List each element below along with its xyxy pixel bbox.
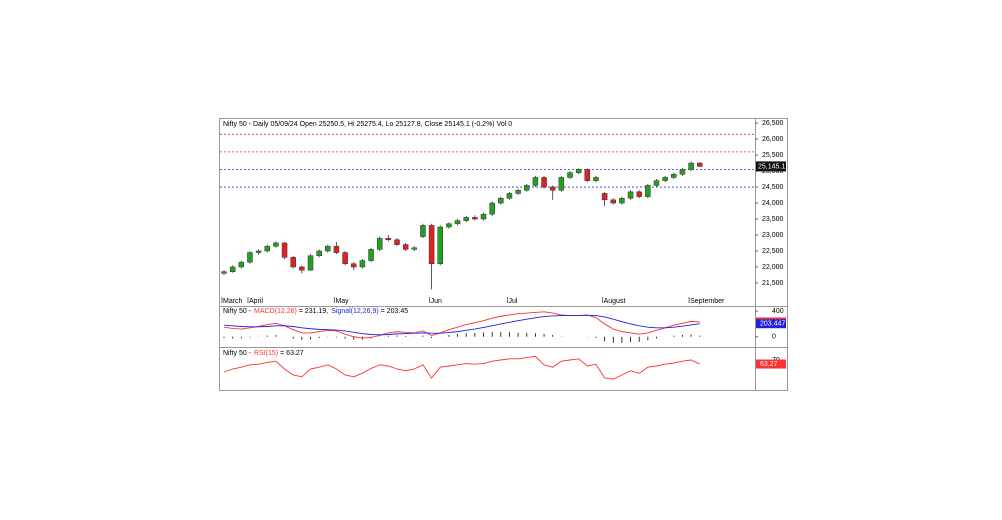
candle-body xyxy=(463,217,469,221)
panel-title: Nifty 50 - RSI(15) = 63.27 xyxy=(223,350,304,357)
candle-body xyxy=(697,162,703,167)
candle-body xyxy=(299,266,305,271)
candle-body xyxy=(420,225,426,237)
candle-body xyxy=(446,223,452,228)
candle-body xyxy=(342,252,348,265)
candle-body xyxy=(610,199,616,204)
candle-body xyxy=(567,172,573,178)
candle-body xyxy=(532,177,539,186)
y-tick-label: 22,500 xyxy=(762,248,784,255)
candle-body xyxy=(394,239,400,245)
candle-body xyxy=(385,237,392,241)
chart-title: Nifty 50 - Daily 05/09/24 Open 25250.5, … xyxy=(223,121,512,128)
candle-body xyxy=(238,261,245,268)
candle-body xyxy=(619,197,625,204)
panel-title-prefix: Nifty 50 - xyxy=(223,350,252,357)
candle-body xyxy=(307,255,314,271)
panel-title: Nifty 50 - MACD(12,26) = 231.19, Signal(12,… xyxy=(223,308,408,315)
x-tick-label: April xyxy=(249,298,263,305)
series-line xyxy=(223,314,700,336)
chart-frame xyxy=(219,118,788,391)
legend-value: = 231.19, xyxy=(299,308,328,315)
candle-body xyxy=(325,245,331,252)
candle-body xyxy=(229,266,236,272)
y-tick-label: 400 xyxy=(772,308,784,315)
y-tick-label: 21,500 xyxy=(762,280,784,287)
candle-body xyxy=(627,191,634,199)
last-price-box xyxy=(756,161,786,172)
candle-body xyxy=(221,271,227,274)
candle-body xyxy=(290,257,296,268)
end-label: 203.447 xyxy=(760,321,785,328)
y-tick-label: 26,500 xyxy=(762,120,784,127)
candle-body xyxy=(679,169,686,175)
candle-body xyxy=(515,189,521,194)
x-tick-label: March xyxy=(223,298,243,305)
candle-body xyxy=(281,242,288,258)
candle-body xyxy=(575,169,582,173)
x-tick-label: May xyxy=(335,298,349,305)
legend-value: = 63.27 xyxy=(280,350,304,357)
end-label: 63.27 xyxy=(760,361,778,368)
legend-entry: MACD(12,26) xyxy=(254,308,297,315)
series-line xyxy=(223,355,700,380)
candle-body xyxy=(688,162,694,170)
candle-body xyxy=(255,250,262,253)
candle-body xyxy=(480,213,487,220)
candle-body xyxy=(593,177,599,181)
candle-body xyxy=(524,185,530,191)
x-tick-label: Jun xyxy=(431,298,442,305)
candle-body xyxy=(498,197,504,204)
y-tick-label: 24,500 xyxy=(762,184,784,191)
candle-body xyxy=(506,193,513,199)
legend-entry: RSI(15) xyxy=(254,350,278,357)
last-price-label: 25,145.1 xyxy=(758,163,785,170)
candle-body xyxy=(541,177,547,188)
candle-body xyxy=(549,186,556,191)
candle-body xyxy=(359,260,366,268)
candle-body xyxy=(645,185,651,197)
y-tick-label: 23,500 xyxy=(762,216,784,223)
candle-body xyxy=(584,169,591,181)
end-label-box xyxy=(756,359,786,369)
y-tick-label: 24,000 xyxy=(762,200,784,207)
x-tick-label: Jul xyxy=(508,298,517,305)
candle-body xyxy=(472,217,478,220)
candle-body xyxy=(653,180,660,186)
candle-body xyxy=(558,177,565,191)
candle-body xyxy=(368,249,374,261)
panel-title-prefix: Nifty 50 - xyxy=(223,308,252,315)
y-tick-label: 25,500 xyxy=(762,152,784,159)
end-label-box xyxy=(756,319,786,329)
legend-value: = 203.45 xyxy=(381,308,409,315)
candle-body xyxy=(376,237,383,250)
candle-body xyxy=(351,263,357,268)
candle-body xyxy=(316,250,322,257)
candle-body xyxy=(333,245,340,253)
x-tick-label: August xyxy=(604,298,626,305)
candle-body xyxy=(247,252,253,263)
candle-body xyxy=(636,191,642,197)
candle-body xyxy=(662,177,668,181)
candle-body xyxy=(437,226,443,265)
series-line xyxy=(223,311,700,339)
candle-body xyxy=(428,225,435,265)
candle-body xyxy=(671,174,677,178)
legend-entry: Signal(12,26,9) xyxy=(331,308,378,315)
y-tick-label: 22,000 xyxy=(762,264,784,271)
candle-body xyxy=(411,247,418,250)
candle-body xyxy=(454,220,461,225)
candle-body xyxy=(273,242,279,247)
candle-body xyxy=(402,244,409,250)
y-tick-label: 26,000 xyxy=(762,136,784,143)
candle-body xyxy=(489,202,495,215)
candle-body xyxy=(601,193,608,201)
x-tick-label: September xyxy=(690,298,725,305)
candle-body xyxy=(264,245,270,252)
y-tick-label: 23,000 xyxy=(762,232,784,239)
y-tick-label: 0 xyxy=(772,334,776,341)
